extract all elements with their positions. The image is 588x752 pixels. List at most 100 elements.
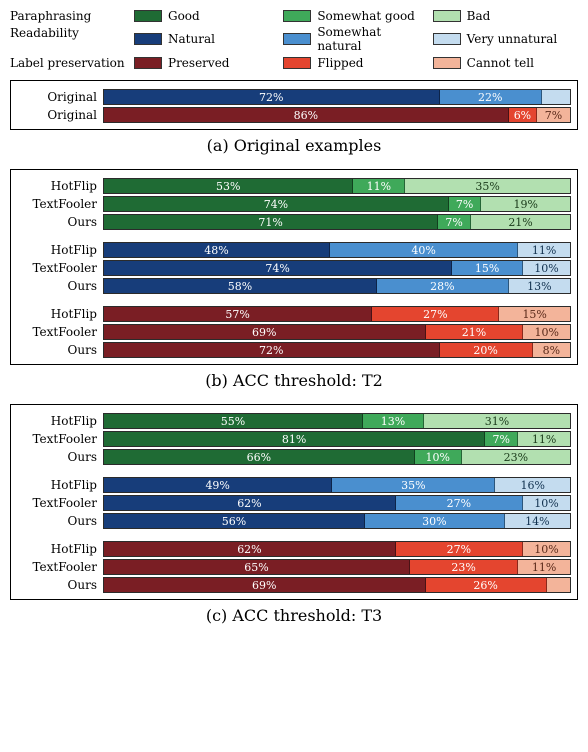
bar-segment: 62%: [104, 496, 396, 510]
green-swatch-1: [283, 10, 311, 22]
bar-track: 57%27%15%: [103, 306, 571, 322]
bar-track: 72%20%8%: [103, 342, 571, 358]
bar-row: TextFooler69%21%10%: [17, 324, 571, 340]
green-swatch-2: [433, 10, 461, 22]
panels-container: Original72%22%Original86%6%7%(a) Origina…: [10, 80, 578, 625]
blue-swatch-0: [134, 33, 162, 45]
bar-segment: 72%: [104, 90, 440, 104]
bar-row: Original86%6%7%: [17, 107, 571, 123]
bar-label: Ours: [17, 279, 103, 293]
bar-segment: 7%: [537, 108, 570, 122]
legend-item: Cannot tell: [433, 55, 578, 70]
bar-label: Ours: [17, 450, 103, 464]
bar-label: Original: [17, 108, 103, 122]
bar-segment: 11%: [353, 179, 405, 193]
bar-segment: 10%: [523, 496, 570, 510]
bar-track: 62%27%10%: [103, 541, 571, 557]
legend-item-label: Cannot tell: [467, 56, 534, 70]
legend-item: Bad: [433, 8, 578, 23]
bar-segment: 11%: [518, 560, 570, 574]
bar-label: TextFooler: [17, 496, 103, 510]
bar-segment: 35%: [332, 478, 495, 492]
bar-row: TextFooler74%7%19%: [17, 196, 571, 212]
bar-label: Ours: [17, 514, 103, 528]
legend-row-label: Paraphrasing: [10, 8, 130, 23]
bar-label: TextFooler: [17, 432, 103, 446]
bar-track: 81%7%11%: [103, 431, 571, 447]
legend-item-label: Natural: [168, 32, 215, 46]
green-swatch-0: [134, 10, 162, 22]
bar-track: 72%22%: [103, 89, 571, 105]
legend-item: Good: [134, 8, 279, 23]
panel-caption: (a) Original examples: [10, 136, 578, 155]
bar-segment: 22%: [440, 90, 543, 104]
bar-row: HotFlip48%40%11%: [17, 242, 571, 258]
bar-segment: 35%: [405, 179, 570, 193]
bar-segment: 81%: [104, 432, 485, 446]
bar-segment: 10%: [415, 450, 462, 464]
bar-segment: 58%: [104, 279, 377, 293]
bar-segment: 11%: [518, 243, 570, 257]
bar-segment: 71%: [104, 215, 438, 229]
bar-segment: 27%: [396, 542, 523, 556]
bar-row: Ours69%26%: [17, 577, 571, 593]
bar-row: Ours58%28%13%: [17, 278, 571, 294]
group-gap: [17, 296, 571, 304]
legend-item: Somewhat good: [283, 8, 428, 23]
bar-segment: 40%: [330, 243, 518, 257]
bar-label: HotFlip: [17, 478, 103, 492]
bar-track: 65%23%11%: [103, 559, 571, 575]
legend-item-label: Preserved: [168, 56, 229, 70]
legend-item: Preserved: [134, 55, 279, 70]
legend-item-label: Very unnatural: [467, 32, 558, 46]
panel-orig: Original72%22% Original86%6%7% (a) Origina…: [10, 80, 578, 155]
bar-label: TextFooler: [17, 325, 103, 339]
bar-segment: 48%: [104, 243, 330, 257]
bar-track: 56%30%14%: [103, 513, 571, 529]
legend-item: Natural: [134, 25, 279, 53]
bar-track: 69%21%10%: [103, 324, 571, 340]
bar-row: Ours72%20%8%: [17, 342, 571, 358]
bar-row: TextFooler74%15%10%: [17, 260, 571, 276]
bar-track: 74%7%19%: [103, 196, 571, 212]
panel-caption: (c) ACC threshold: T3: [10, 606, 578, 625]
bar-segment: 26%: [426, 578, 547, 592]
bar-row: TextFooler62%27%10%: [17, 495, 571, 511]
bar-row: HotFlip49%35%16%: [17, 477, 571, 493]
bar-segment: 57%: [104, 307, 372, 321]
chart-area: HotFlip55%13%31%TextFooler81%7%11%Ours66…: [10, 404, 578, 600]
bar-segment: 10%: [523, 325, 570, 339]
bar-row: TextFooler81%7%11%: [17, 431, 571, 447]
bar-track: 62%27%10%: [103, 495, 571, 511]
bar-row: HotFlip62%27%10%: [17, 541, 571, 557]
bar-segment: 10%: [523, 542, 570, 556]
panel-t2: HotFlip53%11%35%TextFooler74%7%19%Ours71…: [10, 169, 578, 390]
bar-segment: 49%: [104, 478, 332, 492]
bar-segment: 11%: [518, 432, 570, 446]
bar-segment: 8%: [533, 343, 570, 357]
bar-track: 71%7%21%: [103, 214, 571, 230]
bar-row: Ours56%30%14%: [17, 513, 571, 529]
bar-label: Ours: [17, 578, 103, 592]
bar-segment: [542, 90, 570, 104]
bar-segment: 72%: [104, 343, 440, 357]
legend-item-label: Somewhat natural: [317, 25, 428, 53]
bar-segment: 16%: [495, 478, 570, 492]
bar-segment: 74%: [104, 197, 449, 211]
legend-item: Very unnatural: [433, 25, 578, 53]
bar-segment: 86%: [104, 108, 509, 122]
bar-segment: 56%: [104, 514, 365, 528]
legend: Paraphrasing Good Somewhat good Bad Readabil…: [10, 8, 578, 70]
bar-label: Ours: [17, 343, 103, 357]
bar-track: 55%13%31%: [103, 413, 571, 429]
bar-segment: [547, 578, 570, 592]
legend-row-label: Label preservation: [10, 55, 130, 70]
legend-row-label: Readability: [10, 25, 130, 53]
bar-row: HotFlip57%27%15%: [17, 306, 571, 322]
bar-segment: 15%: [452, 261, 523, 275]
bar-segment: 74%: [104, 261, 452, 275]
bar-track: 49%35%16%: [103, 477, 571, 493]
bar-track: 48%40%11%: [103, 242, 571, 258]
bar-segment: 20%: [440, 343, 533, 357]
legend-item: Somewhat natural: [283, 25, 428, 53]
